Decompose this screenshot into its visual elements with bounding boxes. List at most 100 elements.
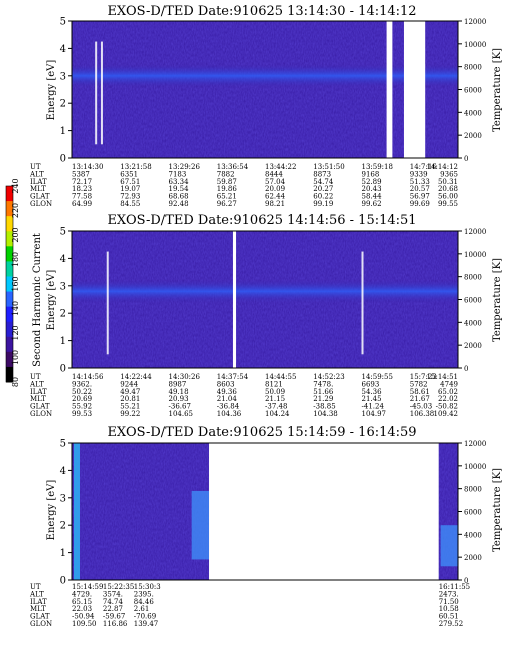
ephemeris-row-label: GLAT [30,193,50,201]
y-tick-label-right: 12000 [464,228,486,236]
colorbar-label: Second Harmonic Current [32,233,43,367]
ephemeris-cell: 106.38 [410,410,435,418]
ephemeris-cell: 7183 [169,170,187,178]
ephemeris-cell: 2395. [134,590,154,598]
ephemeris-row-label: MLT [30,395,46,403]
colorbar-tick-label: 220 [11,203,20,218]
y-tick-label: 5 [60,439,66,450]
ephemeris-cell: 18.23 [72,185,92,193]
ephemeris-cell: 59.87 [217,178,237,186]
y-tick-label-right: 6000 [464,297,482,305]
y-tick-label-right: 2000 [464,554,482,562]
y-tick-label-right: 4000 [464,531,482,539]
ephemeris-cell: 13:29:26 [169,163,201,171]
ephemeris-cell: 56.00 [438,193,458,201]
ephemeris-cell: 104.24 [265,410,290,418]
panel-3: EXOS-D/TED Date:910625 15:14:59 - 16:14:… [29,425,503,628]
y-tick-label: 4 [60,254,66,265]
panel-2: EXOS-D/TED Date:910625 14:14:56 - 15:14:… [29,213,503,418]
ephemeris-cell: 64.99 [72,200,92,208]
ephemeris-cell: 19.54 [169,185,190,193]
panel-2-ephemeris: UT 14:14:56 14:22:44 14:30:26 14:37:54 14:44:… [29,373,458,418]
ephemeris-row-label: UT [30,373,41,381]
ephemeris-cell: 21.67 [410,395,430,403]
ephemeris-cell: -41.24 [362,403,385,411]
ephemeris-cell: 8987 [169,380,187,388]
ephemeris-cell: 72.93 [120,193,140,201]
ephemeris-row-label: ALT [29,170,44,178]
ephemeris-cell: 52.89 [362,178,382,186]
emission-band [72,279,458,304]
ephemeris-cell: 56.97 [410,193,430,201]
ephemeris-cell: 20.93 [169,395,189,403]
ephemeris-cell: 49.18 [169,388,189,396]
ephemeris-cell: 104.38 [313,410,338,418]
y-tick-label-right: 0 [464,577,468,585]
ephemeris-cell: 20.57 [410,185,430,193]
ephemeris-row-label: UT [30,163,41,171]
ephemeris-row-label: GLON [30,200,52,208]
ephemeris-row-label: ILAT [30,388,47,396]
ephemeris-cell: 7882 [217,170,235,178]
panel-1-plot: 0 1 2 3 4 5 0 2000 4000 6000 8000 10000 12000 [60,17,487,165]
ephemeris-cell: 13:21:58 [120,163,151,171]
ephemeris-cell: 13:36:54 [217,163,249,171]
ephemeris-cell: 104.65 [169,410,194,418]
colorbar-swatch [6,306,13,323]
ephemeris-cell: 55.21 [120,403,140,411]
ephemeris-cell: 21.29 [313,395,333,403]
ephemeris-cell: 77.58 [72,193,92,201]
y-tick-label-right: 8000 [464,274,482,282]
panel-2-title: EXOS-D/TED Date:910625 14:14:56 - 15:14:… [107,213,416,228]
ephemeris-cell: -50.94 [72,613,95,621]
ephemeris-cell: 84.55 [120,200,140,208]
ephemeris-cell: 14:59:55 [362,373,393,381]
y-tick-label: 5 [60,227,66,238]
ephemeris-cell: 74.74 [103,598,124,606]
ephemeris-cell: 5782 [410,380,428,388]
ephemeris-cell: 279.52 [439,620,464,628]
ephemeris-cell: 14:14:12 [427,163,458,171]
ephemeris-cell: 68.68 [169,193,189,201]
ephemeris-cell: 8603 [217,380,235,388]
colorbar-swatch [6,366,13,383]
panel-1-title: EXOS-D/TED Date:910625 13:14:30 - 14:14:… [107,4,416,19]
ephemeris-cell: 50.31 [438,178,458,186]
ephemeris-cell: 60.22 [313,193,333,201]
ephemeris-cell: 22.03 [72,605,92,613]
y-tick-label-right: 2000 [464,342,482,350]
ephemeris-cell: 14:22:44 [120,373,152,381]
y-tick-label: 3 [60,71,66,82]
ephemeris-cell: 57.04 [265,178,286,186]
ephemeris-row-label: GLON [30,620,52,628]
ephemeris-cell: 15:14:59 [72,583,103,591]
ephemeris-cell: 50.09 [265,388,285,396]
colorbar-tick-label: 140 [11,301,20,316]
ephemeris-cell: 14:37:54 [217,373,249,381]
ephemeris-cell: 67.51 [120,178,140,186]
y-tick-label: 3 [60,281,66,292]
ephemeris-cell: -38.85 [313,403,335,411]
ephemeris-cell: -36.84 [217,403,240,411]
panel-1-ylabel: Energy [eV] [46,60,57,121]
colorbar-swatch [6,201,13,217]
ephemeris-cell: 55.92 [72,403,92,411]
ephemeris-cell: 7478. [313,380,333,388]
ephemeris-cell: 139.47 [134,620,159,628]
y-tick-label-right: 4000 [464,109,482,117]
ephemeris-cell: 92.48 [169,200,189,208]
ephemeris-cell: 99.62 [362,200,382,208]
ephemeris-cell: 50.22 [72,388,92,396]
ephemeris-row-label: UT [30,583,41,591]
ephemeris-cell: 99.22 [120,410,140,418]
ephemeris-cell: 109.50 [72,620,97,628]
y-tick-label-right: 8000 [464,486,482,494]
panel-3-plot: 0 1 2 3 4 5 0 2000 4000 6000 8000 10000 12000 [60,439,487,587]
ephemeris-cell: 51.33 [410,178,430,186]
ephemeris-cell: 2473. [439,590,459,598]
panel-3-ephemeris: UT 15:14:59 15:22:35 15:30:3 16:11:55 ALT 4729… [29,583,470,628]
colorbar-tick-label: 180 [11,252,20,267]
colorbar-tick-label: 80 [11,377,20,387]
colorbar-tick-label: 240 [11,178,20,193]
